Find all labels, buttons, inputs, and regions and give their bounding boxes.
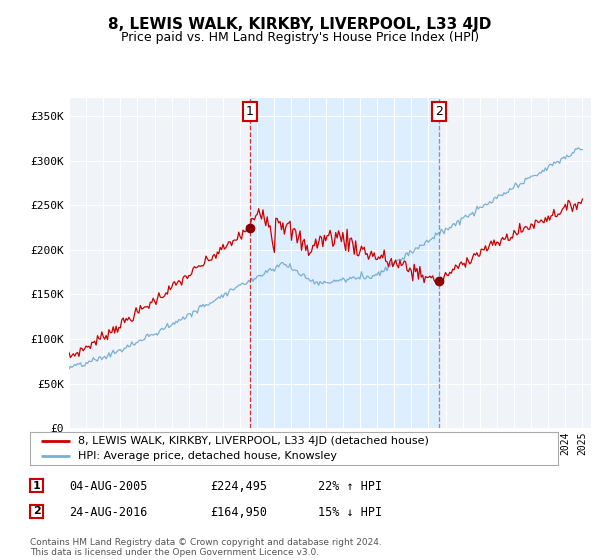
Text: £224,495: £224,495 xyxy=(210,480,267,493)
Bar xyxy=(250,98,439,428)
Text: Contains HM Land Registry data © Crown copyright and database right 2024.
This d: Contains HM Land Registry data © Crown c… xyxy=(30,538,382,557)
Text: 2: 2 xyxy=(33,506,40,516)
Text: £164,950: £164,950 xyxy=(210,506,267,519)
Text: 2: 2 xyxy=(436,105,443,118)
Text: Price paid vs. HM Land Registry's House Price Index (HPI): Price paid vs. HM Land Registry's House … xyxy=(121,31,479,44)
Text: 8, LEWIS WALK, KIRKBY, LIVERPOOL, L33 4JD (detached house): 8, LEWIS WALK, KIRKBY, LIVERPOOL, L33 4J… xyxy=(77,436,428,446)
Text: 22% ↑ HPI: 22% ↑ HPI xyxy=(318,480,382,493)
Text: 8, LEWIS WALK, KIRKBY, LIVERPOOL, L33 4JD: 8, LEWIS WALK, KIRKBY, LIVERPOOL, L33 4J… xyxy=(109,17,491,32)
Text: 04-AUG-2005: 04-AUG-2005 xyxy=(69,480,148,493)
Text: 1: 1 xyxy=(246,105,254,118)
Text: HPI: Average price, detached house, Knowsley: HPI: Average price, detached house, Know… xyxy=(77,451,337,461)
Text: 1: 1 xyxy=(33,480,40,491)
Text: 15% ↓ HPI: 15% ↓ HPI xyxy=(318,506,382,519)
Text: 24-AUG-2016: 24-AUG-2016 xyxy=(69,506,148,519)
